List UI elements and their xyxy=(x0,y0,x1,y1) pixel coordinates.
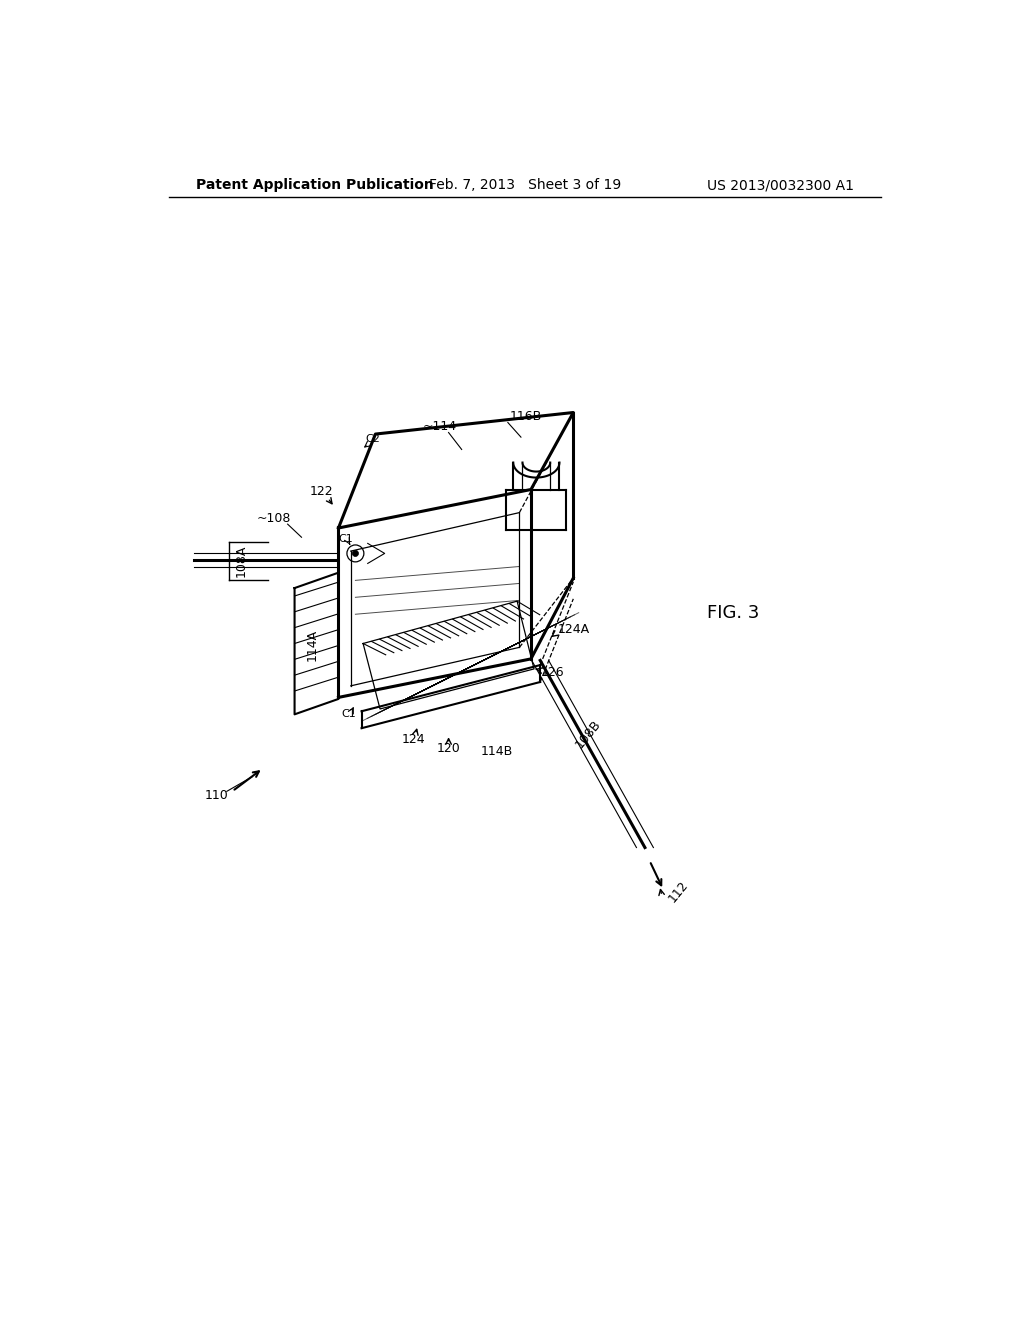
Text: 124A: 124A xyxy=(558,623,590,636)
Text: FIG. 3: FIG. 3 xyxy=(707,603,759,622)
Text: C1: C1 xyxy=(339,533,353,544)
Text: C1: C1 xyxy=(341,709,356,719)
Text: 114A: 114A xyxy=(305,628,318,661)
Text: 112: 112 xyxy=(666,878,690,904)
Text: 124: 124 xyxy=(402,733,426,746)
Text: 110: 110 xyxy=(205,789,228,803)
Text: Feb. 7, 2013   Sheet 3 of 19: Feb. 7, 2013 Sheet 3 of 19 xyxy=(429,178,621,193)
Circle shape xyxy=(352,550,358,557)
Text: 108B: 108B xyxy=(572,718,603,751)
Text: 116B: 116B xyxy=(509,409,542,422)
Text: 120: 120 xyxy=(436,742,461,755)
Text: C2: C2 xyxy=(366,434,381,445)
Text: 122: 122 xyxy=(309,484,334,498)
Text: 108A: 108A xyxy=(234,545,248,577)
Text: ~114: ~114 xyxy=(423,420,457,433)
Text: 126: 126 xyxy=(541,667,564,680)
Text: Patent Application Publication: Patent Application Publication xyxy=(196,178,434,193)
Text: US 2013/0032300 A1: US 2013/0032300 A1 xyxy=(708,178,854,193)
Text: ~108: ~108 xyxy=(257,512,291,525)
Text: 114B: 114B xyxy=(481,744,513,758)
